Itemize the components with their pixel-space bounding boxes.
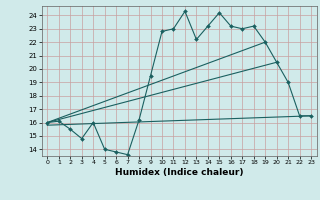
X-axis label: Humidex (Indice chaleur): Humidex (Indice chaleur) [115,168,244,177]
